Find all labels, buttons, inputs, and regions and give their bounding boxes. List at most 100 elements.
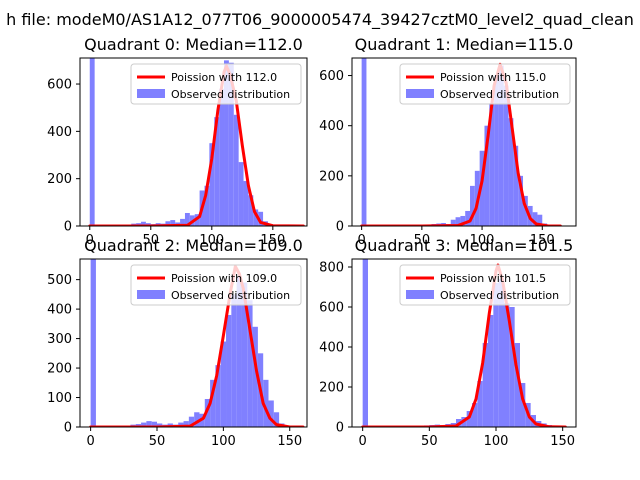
legend-bar-swatch <box>406 89 434 98</box>
histogram-bar <box>238 162 244 226</box>
plot-area <box>89 259 305 427</box>
histogram-bar <box>523 195 528 226</box>
histogram-bar <box>248 195 254 226</box>
histogram-bar <box>273 412 280 427</box>
legend-entry-observed: Observed distribution <box>440 289 559 302</box>
histogram-bar <box>90 259 96 427</box>
x-tick-label: 50 <box>143 233 160 248</box>
histogram-bar <box>472 403 478 427</box>
y-tick-label: 100 <box>47 391 72 406</box>
legend-box <box>130 63 302 105</box>
y-tick-label: 300 <box>47 332 72 347</box>
x-tick-label: 150 <box>550 434 575 449</box>
y-tick-label: 600 <box>319 69 344 84</box>
x-tick-label: 100 <box>484 434 509 449</box>
histogram-bar <box>532 212 538 226</box>
legend-entry-fit: Poission with 109.0 <box>171 272 277 285</box>
histogram-bar <box>477 381 483 427</box>
subplot-quadrant-1: 0 50 100 150 0 200 400 600 Quadrant 1: Median=11… <box>319 35 577 248</box>
histogram-bar <box>146 421 152 427</box>
subplot-quadrant-3: 0 50 100 150 0 200 400 600 800 Quadrant 3: Median… <box>319 236 577 449</box>
histogram-bar <box>204 185 210 226</box>
y-tick-label: 0 <box>64 220 72 235</box>
histogram-bar <box>141 221 146 226</box>
histogram-bar <box>498 279 504 427</box>
histogram-bar <box>233 114 239 226</box>
y-tick-label: 400 <box>319 119 344 134</box>
histogram-bar <box>210 379 216 427</box>
histogram-bar <box>361 58 367 226</box>
legend-box <box>399 264 571 306</box>
x-tick-label: 0 <box>357 233 365 248</box>
histogram-bar <box>493 283 499 427</box>
histogram-bar <box>89 58 95 226</box>
histogram-bar <box>180 218 185 226</box>
axes-frame <box>351 57 577 227</box>
histogram-bar <box>228 62 234 226</box>
histogram-bar <box>450 219 456 226</box>
legend: Poission with 112.0 Observed distribution <box>130 63 302 105</box>
histogram-bar <box>455 217 461 226</box>
histogram-bar <box>362 259 368 427</box>
x-tick-label: 100 <box>199 233 224 248</box>
x-tick-label: 50 <box>414 233 431 248</box>
plot-area <box>361 259 567 427</box>
histogram-bar <box>460 215 466 226</box>
panel-title: Quadrant 1: Median=115.0 <box>355 35 574 54</box>
y-tick-label: 200 <box>47 362 72 377</box>
x-tick-label: 150 <box>260 233 285 248</box>
histogram-bar <box>494 75 499 226</box>
histogram-bar <box>215 365 221 427</box>
histogram-bar <box>231 294 237 427</box>
legend: Poission with 101.5 Observed distribution <box>399 264 571 306</box>
y-tick-label: 200 <box>47 172 72 187</box>
histogram-bar <box>489 103 495 226</box>
histogram-bar <box>484 125 490 226</box>
y-tick-label: 400 <box>319 341 344 356</box>
legend-entry-observed: Observed distribution <box>171 289 290 302</box>
y-tick-label: 400 <box>47 125 72 140</box>
histogram-bar <box>498 65 504 226</box>
histogram-bar <box>247 300 253 427</box>
histogram-bar <box>165 221 171 226</box>
histogram-bar <box>520 383 526 427</box>
panel-title: Quadrant 2: Median=109.0 <box>84 236 303 255</box>
legend-entry-observed: Observed distribution <box>171 88 290 101</box>
histogram-bar <box>503 85 509 226</box>
legend-box <box>130 264 302 306</box>
histogram-bar <box>226 315 232 427</box>
y-tick-label: 0 <box>336 421 344 436</box>
histogram-bar <box>488 315 494 427</box>
histogram-bar <box>252 326 258 427</box>
histogram-bar <box>141 422 147 427</box>
legend-entry-fit: Poission with 101.5 <box>440 272 546 285</box>
y-tick-label: 600 <box>319 301 344 316</box>
x-tick-label: 100 <box>470 233 495 248</box>
legend: Poission with 109.0 Observed distribution <box>130 264 302 306</box>
histogram-bar <box>170 220 176 226</box>
y-tick-label: 800 <box>319 261 344 276</box>
histogram-bar <box>470 185 475 226</box>
y-tick-label: 200 <box>319 381 344 396</box>
histogram-bar <box>263 379 269 427</box>
legend-entry-fit: Poission with 112.0 <box>171 71 277 84</box>
histogram-bar <box>188 416 195 427</box>
x-tick-label: 0 <box>86 434 94 449</box>
histogram-bar <box>209 143 215 226</box>
histogram-bar <box>268 400 274 427</box>
histogram-bar <box>466 411 472 427</box>
legend-box <box>399 63 571 105</box>
histogram-bar <box>178 422 184 427</box>
histogram-bar <box>236 276 242 427</box>
x-tick-label: 150 <box>277 434 302 449</box>
x-tick-label: 50 <box>149 434 166 449</box>
figure-suptitle: h file: modeM0/AS1A12_077T06_9000005474_… <box>6 10 634 30</box>
histogram-bar <box>479 150 485 226</box>
histogram-bar <box>194 412 200 427</box>
y-tick-label: 0 <box>64 421 72 436</box>
histogram-bar <box>241 282 248 427</box>
subplot-grid: 0 50 100 150 0 200 400 600 Quadrant 0: Median=11… <box>47 35 577 449</box>
histogram-bar <box>224 60 229 226</box>
